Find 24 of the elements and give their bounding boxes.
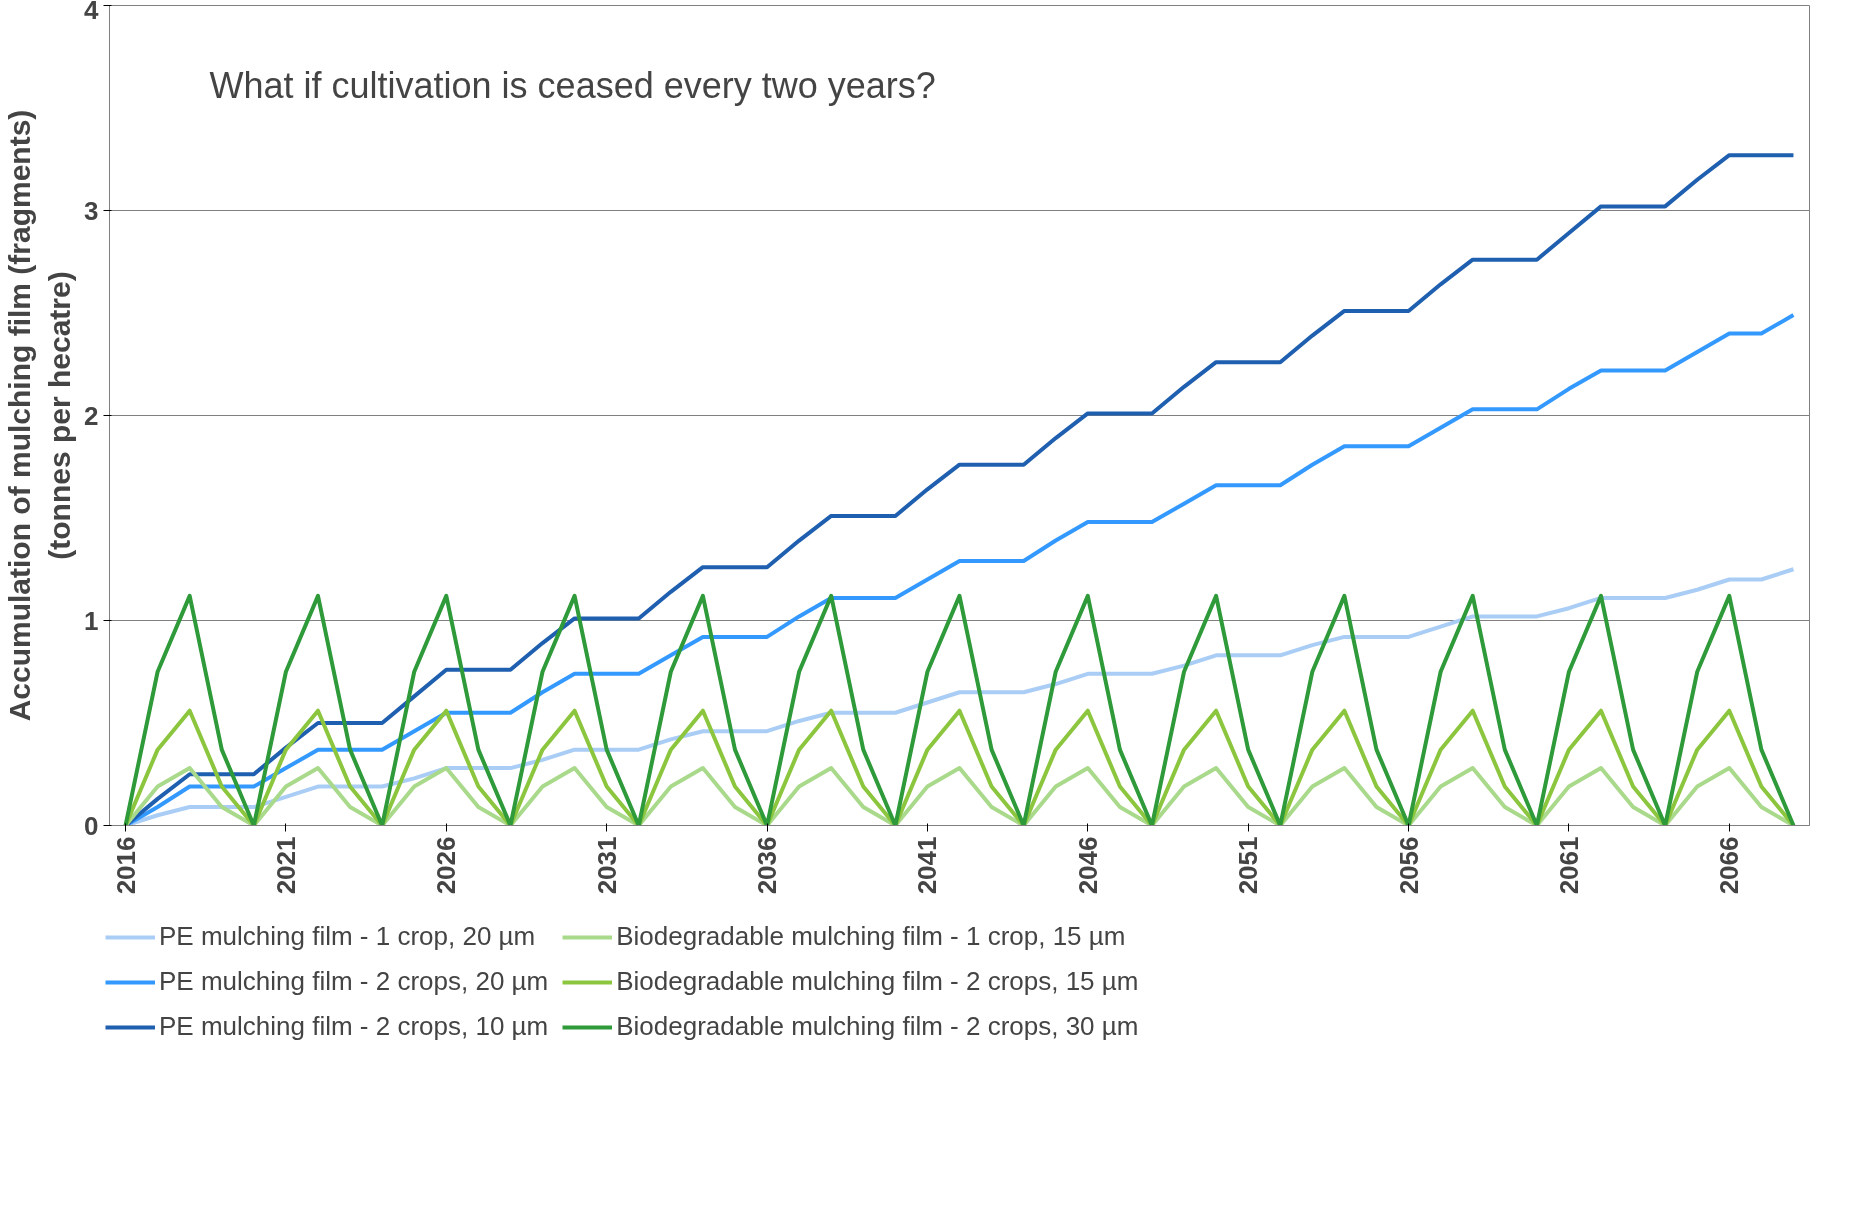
legend-label: PE mulching film - 2 crops, 10 µm [159, 1011, 549, 1042]
legend-label: Biodegradable mulching film - 1 crop, 15 µm [616, 921, 1126, 952]
x-tick-label: 2021 [270, 836, 301, 895]
x-tick-label: 2046 [1072, 836, 1103, 895]
x-tick-label: 2066 [1714, 836, 1745, 895]
y-tick-label: 4 [84, 0, 100, 25]
legend-label: Biodegradable mulching film - 2 crops, 30 µm [616, 1011, 1139, 1042]
legend-label: Biodegradable mulching film - 2 crops, 15 µm [616, 966, 1139, 997]
x-tick-label: 2031 [591, 836, 622, 895]
y-tick-label: 3 [84, 195, 99, 226]
annotation: What if cultivation is ceased every two years? [209, 65, 936, 106]
x-tick-label: 2051 [1233, 836, 1264, 895]
x-tick-label: 2041 [912, 836, 943, 895]
x-tick-label: 2056 [1393, 836, 1424, 895]
y-tick-label: 2 [84, 400, 99, 431]
y-axis-title: Accumulation of mulching film (fragments) (tonnes per hecatre) [3, 109, 77, 722]
y-tick-label: 0 [84, 810, 99, 841]
x-tick-label: 2036 [752, 836, 783, 895]
x-tick-label: 2061 [1553, 836, 1584, 895]
y-tick-label: 1 [84, 605, 99, 636]
legend-label: PE mulching film - 1 crop, 20 µm [159, 921, 536, 952]
x-tick-label: 2016 [110, 836, 141, 895]
legend-label: PE mulching film - 2 crops, 20 µm [159, 966, 549, 997]
x-tick-label: 2026 [431, 836, 462, 895]
